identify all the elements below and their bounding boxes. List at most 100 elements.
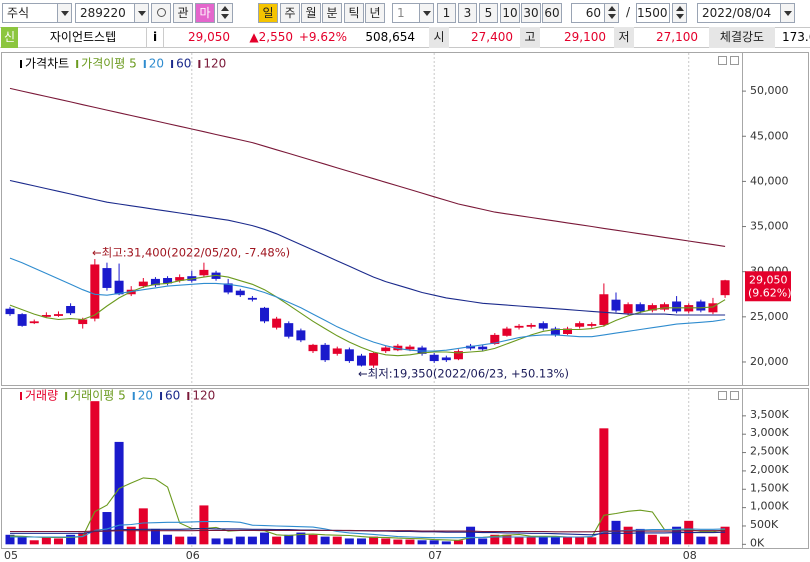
y-tick-label: 50,000 — [750, 84, 789, 97]
volume-bar — [296, 532, 306, 545]
volume-bar — [320, 536, 330, 545]
code-input[interactable]: 289220 — [75, 3, 135, 23]
info-button[interactable]: i — [146, 27, 164, 48]
date-input[interactable]: 2022/08/04 — [697, 3, 781, 23]
unit-select[interactable]: 1 — [392, 3, 420, 23]
volume-bar — [647, 534, 657, 545]
volume-bar — [623, 526, 633, 545]
y-tick-label: 45,000 — [750, 129, 789, 142]
rate: +9.62% — [298, 30, 347, 44]
volume-bar — [599, 428, 609, 545]
toggle-button[interactable]: 마 — [195, 3, 215, 23]
last-price-box — [745, 271, 791, 302]
panel-button[interactable] — [730, 56, 739, 65]
candle-body — [720, 280, 730, 296]
period-button[interactable]: 일 — [258, 3, 278, 23]
legend-label: 거래량 — [25, 389, 58, 403]
candle-body — [478, 346, 488, 350]
panel-button[interactable] — [730, 391, 739, 400]
high-label: 고 — [520, 27, 540, 48]
volume-bar — [114, 441, 124, 545]
volume-bar — [223, 538, 233, 545]
interval-button[interactable]: 10 — [500, 3, 520, 23]
legend-swatch — [160, 392, 163, 400]
y-tick-label: 35,000 — [750, 220, 789, 233]
ma-line — [10, 529, 726, 533]
high: 29,100 — [564, 30, 606, 44]
period-button[interactable]: 주 — [280, 3, 300, 23]
volume-bar — [708, 536, 718, 545]
legend-swatch — [20, 392, 22, 400]
legend-swatch — [171, 60, 174, 68]
legend-swatch — [187, 392, 190, 400]
candle-body — [672, 301, 682, 312]
volume-bar — [502, 534, 512, 545]
interval-button[interactable]: 60 — [542, 3, 562, 23]
interval-button[interactable]: 30 — [521, 3, 541, 23]
volume-bar — [211, 538, 221, 545]
spinner[interactable] — [217, 3, 233, 23]
badge: 신 — [1, 27, 18, 48]
volume-bar — [332, 536, 342, 545]
y-tick-label: 500K — [750, 518, 779, 531]
search-button[interactable] — [151, 3, 171, 23]
period-button[interactable]: 년 — [365, 3, 385, 23]
volume-bar — [308, 534, 318, 545]
y-tick-label: 3,500K — [750, 408, 789, 421]
volume-bar — [344, 538, 354, 545]
volume-bar — [526, 536, 536, 545]
candle-body — [260, 307, 270, 322]
volume-bar — [696, 536, 706, 545]
market-select[interactable]: 주식 — [2, 3, 58, 23]
volume-bar — [563, 537, 573, 545]
open-label: 시 — [429, 27, 449, 48]
volume-bar — [466, 526, 476, 545]
candle-body — [163, 278, 173, 284]
toggle-button[interactable]: 관 — [173, 3, 193, 23]
candle-body — [223, 283, 233, 293]
low: 27,100 — [656, 30, 698, 44]
candle-body — [344, 349, 354, 362]
legend-label: 120 — [203, 57, 226, 71]
dropdown-arrow[interactable] — [57, 3, 72, 23]
panel-button[interactable] — [718, 56, 727, 65]
y-tick-label: 1,000K — [750, 500, 789, 513]
period-button[interactable]: 틱 — [344, 3, 364, 23]
candle-body — [490, 334, 500, 344]
period-button[interactable]: 분 — [322, 3, 342, 23]
change: ▲2,550 — [249, 30, 293, 44]
candle-body — [17, 314, 27, 326]
volume: 508,654 — [365, 30, 415, 44]
legend-swatch — [20, 60, 22, 68]
volume-bar — [550, 536, 560, 545]
y-tick-label: 0K — [750, 536, 765, 549]
spinner[interactable] — [604, 3, 619, 23]
interval-button[interactable]: 5 — [479, 3, 498, 23]
interval-button[interactable]: 1 — [437, 3, 456, 23]
legend-swatch — [76, 60, 79, 68]
volume-bar — [417, 540, 427, 545]
interval-button[interactable]: 3 — [458, 3, 477, 23]
volume-bar — [78, 532, 88, 545]
legend-label: 60 — [165, 389, 180, 403]
candle-body — [659, 304, 669, 310]
volume-bar — [235, 536, 245, 545]
dropdown-arrow[interactable] — [419, 3, 434, 23]
candle-body — [320, 344, 330, 361]
volume-bar — [429, 540, 439, 545]
total-input[interactable]: 1500 — [636, 3, 670, 23]
panel-button[interactable] — [718, 391, 727, 400]
strength: 173.6 — [782, 30, 810, 44]
candle-body — [29, 321, 39, 324]
count-input[interactable]: 60 — [571, 3, 605, 23]
stock-name: 자이언트스텝 — [49, 30, 117, 44]
legend-swatch — [143, 60, 146, 68]
candle-body — [272, 318, 282, 328]
dropdown-arrow[interactable] — [780, 3, 795, 23]
dropdown-arrow[interactable] — [134, 3, 149, 23]
candle-body — [453, 351, 463, 360]
period-button[interactable]: 월 — [301, 3, 321, 23]
volume-bar — [247, 536, 257, 545]
spinner[interactable] — [672, 3, 687, 23]
y-tick-label: 20,000 — [750, 355, 789, 368]
